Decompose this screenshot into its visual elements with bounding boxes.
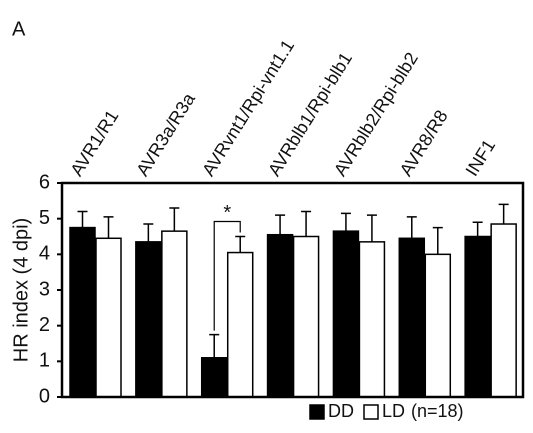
y-tick-label: 6 [39, 171, 50, 193]
error-bar [275, 214, 286, 235]
x-tick-label: AVR3a/R3a [132, 89, 199, 180]
panel-label: A [12, 18, 26, 40]
y-tick-label: 5 [39, 207, 50, 229]
bar [135, 241, 162, 398]
plot-frame [60, 181, 525, 399]
bar [332, 230, 360, 398]
bar [95, 237, 122, 398]
error-bar [498, 203, 509, 225]
error-bar [209, 333, 220, 358]
error-bar [472, 221, 483, 237]
y-tick-label: 0 [39, 385, 50, 407]
bar [358, 241, 386, 398]
bar [200, 357, 228, 398]
y-tick-label: 2 [39, 314, 50, 336]
significance-bracket [213, 220, 241, 331]
bar [292, 235, 320, 398]
error-bar [169, 207, 180, 232]
bar [266, 233, 294, 398]
bar [464, 235, 491, 398]
significance-star: * [223, 202, 231, 224]
legend-swatch [363, 404, 379, 420]
error-bar [301, 210, 312, 237]
bar [490, 223, 517, 398]
error-bar [143, 223, 154, 242]
error-bar [103, 216, 114, 239]
bar [424, 253, 452, 398]
bar [226, 251, 254, 398]
error-bar [340, 212, 351, 232]
y-tick-label: 1 [39, 350, 50, 372]
y-tick-label: 4 [39, 243, 50, 265]
error-bar [235, 235, 246, 253]
y-axis-label: HR index (4 dpi) [10, 218, 32, 363]
bar [69, 226, 96, 398]
legend-label: LD [382, 401, 405, 421]
error-bar [432, 226, 443, 255]
legend-swatch [309, 404, 325, 420]
bar [398, 237, 426, 398]
legend-note: (n=18) [411, 401, 464, 421]
x-tick-label: AVR1/R1 [66, 107, 122, 180]
error-bar [366, 214, 377, 242]
legend-label: DD [328, 401, 354, 421]
x-tick-label: INF1 [462, 136, 500, 180]
x-tick-label: AVR8/R8 [396, 107, 452, 180]
y-tick-label: 3 [39, 278, 50, 300]
error-bar [406, 216, 417, 239]
bar [161, 230, 188, 398]
error-bar [77, 210, 88, 228]
